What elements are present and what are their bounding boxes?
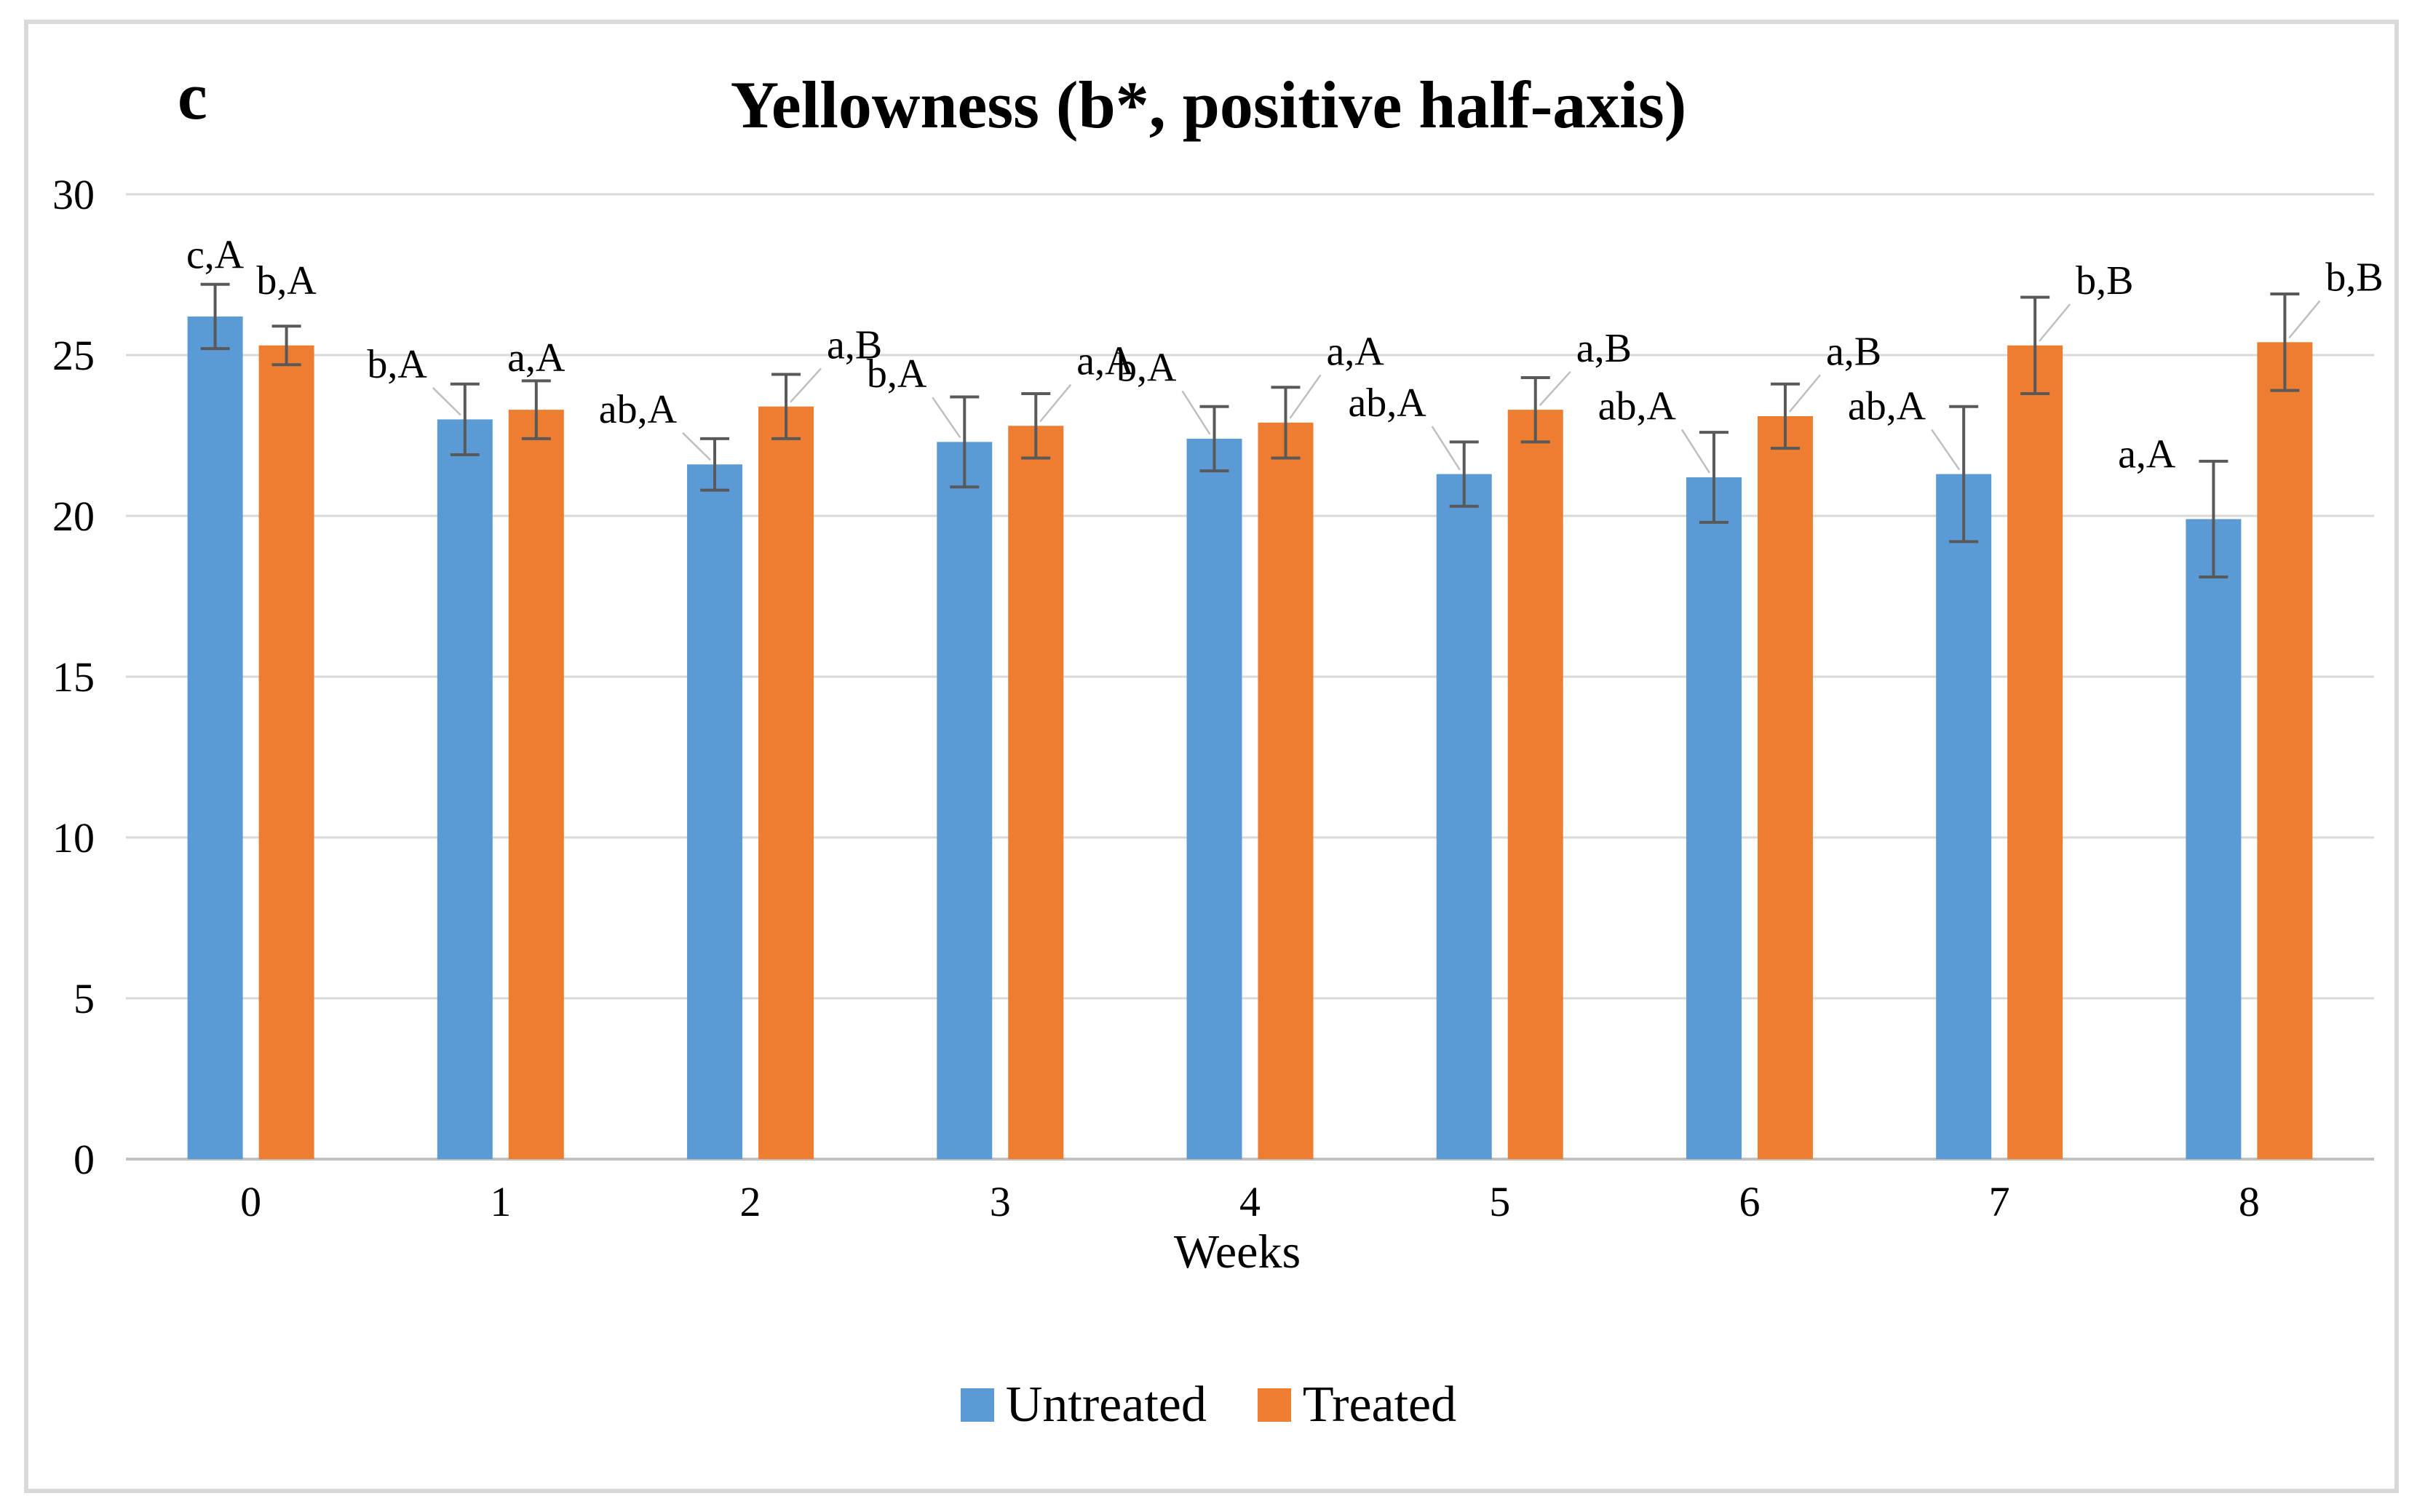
treated-swatch-icon xyxy=(1257,1388,1291,1422)
label-leader-line xyxy=(790,367,822,403)
bar-untreated-week-2 xyxy=(687,464,743,1159)
bar-untreated-week-4 xyxy=(1186,438,1242,1159)
bar-untreated-week-3 xyxy=(937,442,993,1159)
label-leader-line xyxy=(1788,374,1821,413)
x-tick-label: 0 xyxy=(240,1178,261,1225)
x-tick-label: 7 xyxy=(1989,1178,2010,1225)
label-leader-line xyxy=(1931,429,1961,471)
label-leader-line xyxy=(1181,390,1211,435)
label-leader-line xyxy=(932,397,961,439)
bar-treated-week-7 xyxy=(2007,345,2063,1159)
label-leader-line xyxy=(1431,426,1461,471)
significance-label: a,A xyxy=(2118,432,2176,477)
y-tick-label: 10 xyxy=(52,814,95,862)
y-tick-label: 20 xyxy=(52,493,95,540)
label-leader-line xyxy=(682,431,711,461)
y-tick-label: 5 xyxy=(74,975,95,1022)
significance-label: b,A xyxy=(867,351,927,397)
label-leader-line xyxy=(1039,383,1072,423)
y-tick-label: 30 xyxy=(52,171,95,218)
label-leader-line xyxy=(1680,429,1710,474)
label-leader-line xyxy=(432,387,461,416)
x-axis-title: Weeks xyxy=(1173,1225,1301,1278)
legend-item-untreated: Untreated xyxy=(960,1377,1207,1433)
significance-label: a,A xyxy=(1076,339,1135,384)
significance-label: a,B xyxy=(1826,329,1881,374)
significance-label: b,A xyxy=(367,342,427,387)
significance-label: b,A xyxy=(256,258,317,303)
bar-untreated-week-0 xyxy=(187,316,243,1160)
y-tick-label: 0 xyxy=(74,1136,95,1183)
x-tick-label: 6 xyxy=(1739,1178,1760,1225)
label-leader-line xyxy=(1289,374,1322,419)
bar-treated-week-5 xyxy=(1507,410,1563,1159)
bar-untreated-week-8 xyxy=(2186,519,2242,1159)
x-tick-label: 1 xyxy=(490,1178,511,1225)
legend: Untreated Treated xyxy=(0,1380,2417,1431)
legend-label-untreated: Untreated xyxy=(1005,1377,1207,1433)
x-tick-label: 5 xyxy=(1489,1178,1510,1225)
significance-label: a,A xyxy=(1327,329,1385,374)
bar-untreated-week-1 xyxy=(437,419,493,1159)
bar-treated-week-3 xyxy=(1008,426,1064,1159)
label-leader-line xyxy=(2039,303,2071,342)
x-tick-label: 8 xyxy=(2239,1178,2260,1225)
bar-treated-week-4 xyxy=(1258,422,1314,1159)
significance-label: ab,A xyxy=(1348,381,1426,426)
bar-untreated-week-7 xyxy=(1936,474,1992,1159)
x-tick-label: 4 xyxy=(1239,1178,1261,1225)
x-tick-label: 3 xyxy=(990,1178,1011,1225)
bar-treated-week-0 xyxy=(258,345,314,1159)
significance-label: ab,A xyxy=(599,387,678,432)
chart-title: Yellowness (b*, positive half-axis) xyxy=(730,68,1687,142)
significance-label: a,B xyxy=(827,322,882,367)
bar-untreated-week-5 xyxy=(1436,474,1492,1159)
significance-label: b,B xyxy=(2325,255,2383,301)
legend-label-treated: Treated xyxy=(1302,1377,1457,1433)
bar-treated-week-1 xyxy=(508,410,564,1159)
bar-untreated-week-6 xyxy=(1686,477,1742,1159)
significance-label: a,B xyxy=(1576,326,1632,371)
label-leader-line xyxy=(1539,371,1571,406)
significance-label: a,A xyxy=(507,335,565,381)
untreated-swatch-icon xyxy=(960,1388,994,1422)
significance-label: ab,A xyxy=(1598,383,1677,429)
significance-label: b,A xyxy=(1116,345,1177,390)
panel-label: c xyxy=(178,59,207,133)
significance-label: b,B xyxy=(2076,258,2133,303)
legend-item-treated: Treated xyxy=(1257,1377,1457,1433)
bar-treated-week-6 xyxy=(1757,415,1813,1159)
bar-treated-week-2 xyxy=(758,406,814,1159)
label-leader-line xyxy=(2288,300,2321,339)
bar-treated-week-8 xyxy=(2257,342,2313,1159)
significance-label: c,A xyxy=(186,233,245,278)
y-tick-label: 15 xyxy=(52,653,95,701)
y-tick-label: 25 xyxy=(52,332,95,379)
significance-label: ab,A xyxy=(1848,383,1926,429)
x-tick-label: 2 xyxy=(740,1178,761,1225)
